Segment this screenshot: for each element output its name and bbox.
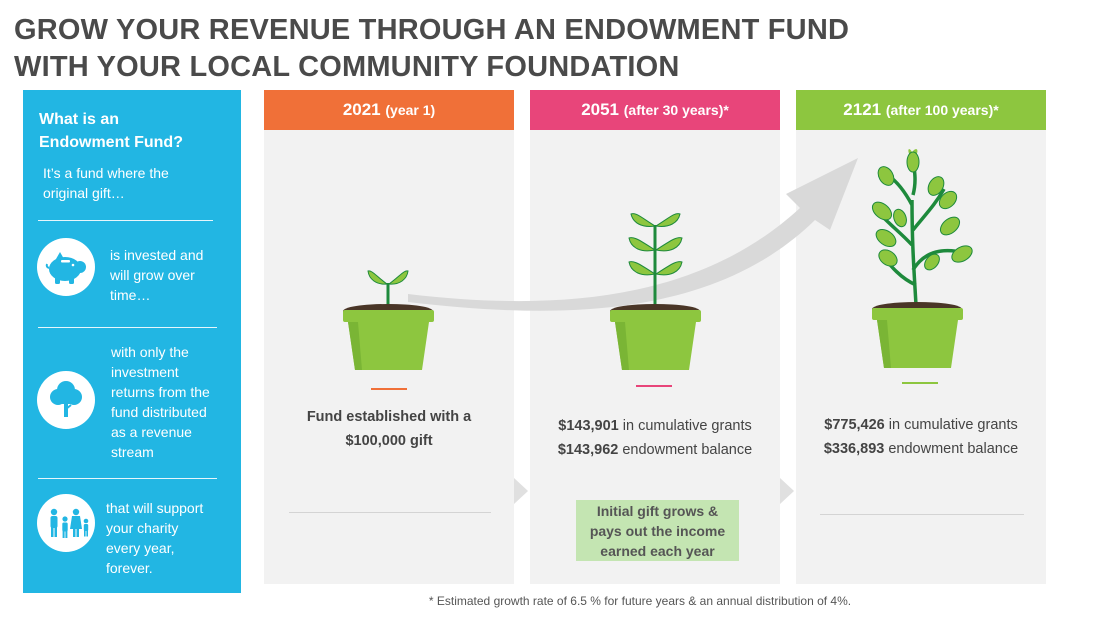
balance-value: $336,893 [823, 441, 885, 457]
callout-line: pays out the income [589, 523, 726, 539]
panel-header: 2121 (after 100 years)* [796, 90, 1046, 130]
sidebar-item-text: forever. [106, 560, 153, 576]
endowment-balance: $336,893 endowment balance [796, 437, 1046, 461]
sidebar-item-text: as a revenue [111, 424, 192, 440]
panel-accent-line [636, 385, 672, 387]
panel-year-subtitle: (after 30 years)* [623, 102, 729, 118]
page-title: GROW YOUR REVENUE THROUGH AN ENDOWMENT F… [14, 12, 849, 86]
sidebar-item-text: will grow over [110, 267, 195, 283]
sidebar-heading-line-2: Endowment Fund? [39, 134, 183, 151]
sidebar-item-text: that will support [106, 500, 204, 516]
sidebar-divider [38, 220, 213, 221]
sidebar-intro-line-1: It’s a fund where the [43, 165, 169, 181]
panel-stats: $775,426 in cumulative grants $336,893 e… [796, 413, 1046, 461]
panel-year: 2121 [843, 100, 882, 119]
young-plant-icon [610, 213, 701, 370]
sidebar-item-text: time… [110, 287, 151, 303]
sidebar-item-returns: with only the investment returns from th… [111, 342, 236, 462]
family-icon [37, 494, 95, 552]
balance-value: $143,962 [557, 442, 619, 458]
endowment-balance: $143,962 endowment balance [530, 438, 780, 462]
sidebar-item-text: your charity [106, 520, 179, 536]
panel-year-subtitle: (year 1) [385, 102, 436, 118]
panel-header: 2051 (after 30 years)* [530, 90, 780, 130]
sidebar-item-text: with only the [111, 344, 189, 360]
sidebar-intro: It’s a fund where the original gift… [43, 163, 223, 203]
callout-line: earned each year [600, 543, 715, 559]
sidebar-item-text: stream [111, 444, 154, 460]
grants-label: in cumulative grants [618, 418, 752, 434]
panel-header: 2021 (year 1) [264, 90, 514, 130]
panel-stats: $143,901 in cumulative grants $143,962 e… [530, 414, 780, 462]
panel-description: Fund established with a $100,000 gift [264, 405, 514, 453]
sidebar-heading: What is an Endowment Fund? [39, 108, 229, 154]
sidebar-item-support: that will support your charity every yea… [106, 498, 236, 578]
sidebar-item-invested: is invested and will grow over time… [110, 245, 235, 305]
panel-accent-line [902, 382, 938, 384]
cumulative-grants: $143,901 in cumulative grants [530, 414, 780, 438]
tree-icon [37, 371, 95, 429]
piggy-bank-icon [37, 238, 95, 296]
sidebar-divider [38, 327, 217, 328]
sidebar-heading-line-1: What is an [39, 111, 120, 128]
chevron-right-icon [514, 478, 528, 504]
growth-callout: Initial gift grows & pays out the income… [576, 500, 739, 561]
sidebar-item-text: investment [111, 364, 179, 380]
panel-divider [289, 512, 491, 513]
panel-divider [820, 514, 1024, 515]
title-line-2: WITH YOUR LOCAL COMMUNITY FOUNDATION [14, 51, 680, 83]
title-line-1: GROW YOUR REVENUE THROUGH AN ENDOWMENT F… [14, 14, 850, 46]
sidebar-divider [38, 478, 217, 479]
sidebar-item-text: returns from the [111, 384, 210, 400]
footnote: * Estimated growth rate of 6.5 % for fut… [428, 594, 852, 608]
endowment-info-sidebar: What is an Endowment Fund? It’s a fund w… [23, 90, 241, 593]
cumulative-grants: $775,426 in cumulative grants [796, 413, 1046, 437]
panel-year-subtitle: (after 100 years)* [885, 102, 999, 118]
sidebar-item-text: fund distributed [111, 404, 207, 420]
growth-arrow-icon [408, 158, 858, 311]
balance-label: endowment balance [884, 441, 1019, 457]
balance-label: endowment balance [618, 442, 753, 458]
panel-description-line: Fund established with a [306, 409, 472, 425]
panel-year: 2051 [581, 100, 620, 119]
chevron-right-icon [780, 478, 794, 504]
seedling-plant-icon [343, 270, 434, 370]
grown-tree-plant-icon [871, 149, 973, 368]
panel-description-line: $100,000 gift [345, 433, 433, 449]
grants-value: $143,901 [558, 418, 619, 434]
panel-year: 2021 [342, 100, 381, 119]
sidebar-item-text: every year, [106, 540, 175, 556]
panel-accent-line [371, 388, 407, 390]
grants-label: in cumulative grants [884, 417, 1018, 433]
sidebar-intro-line-2: original gift… [43, 185, 125, 201]
callout-line: Initial gift grows & [596, 503, 719, 519]
sidebar-item-text: is invested and [110, 247, 204, 263]
grants-value: $775,426 [824, 417, 885, 433]
